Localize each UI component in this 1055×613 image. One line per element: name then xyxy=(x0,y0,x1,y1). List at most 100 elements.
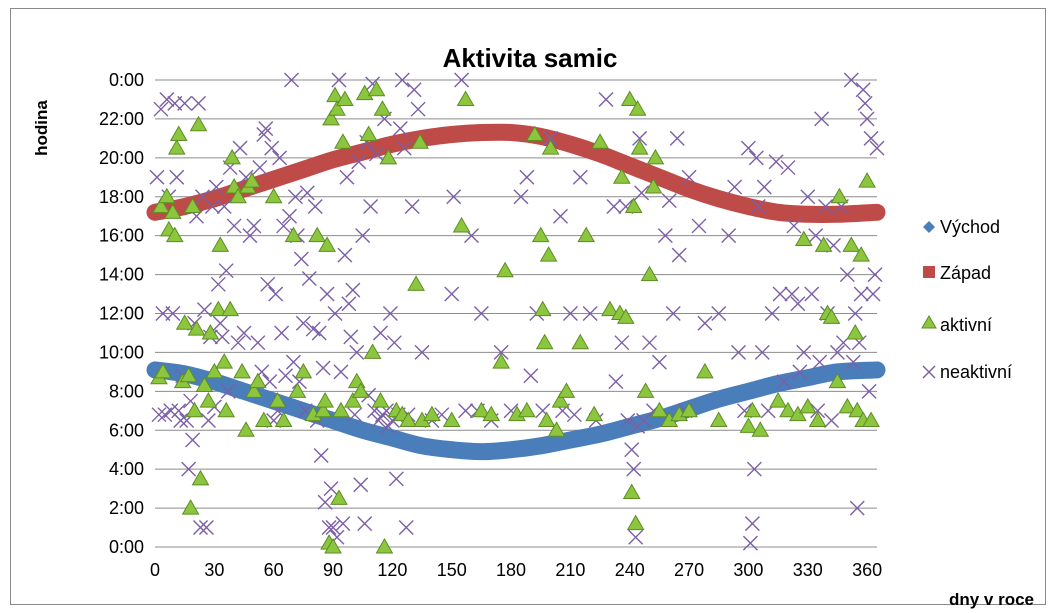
active-point xyxy=(518,401,536,418)
inactive-point xyxy=(386,335,402,351)
inactive-point xyxy=(843,72,859,88)
inactive-point xyxy=(301,270,317,286)
inactive-point xyxy=(232,140,248,156)
inactive-point xyxy=(311,325,327,341)
active-point xyxy=(751,421,770,437)
inactive-point xyxy=(754,344,770,360)
active-point xyxy=(646,148,665,165)
active-point xyxy=(167,139,186,155)
inactive-point xyxy=(258,121,274,137)
y-tick-label: 2:00 xyxy=(109,498,144,518)
active-point xyxy=(209,300,228,317)
inactive-point xyxy=(406,82,422,98)
active-point xyxy=(199,392,218,408)
legend-label-zapad: Západ xyxy=(940,263,991,283)
inactive-point xyxy=(214,329,230,345)
active-point xyxy=(308,226,327,243)
inactive-point xyxy=(351,154,367,170)
x-tick-label: 360 xyxy=(852,560,882,580)
active-point xyxy=(680,401,698,418)
x-tick-label: 270 xyxy=(674,560,704,580)
active-point xyxy=(533,300,552,317)
inactive-point xyxy=(337,247,353,263)
inactive-point xyxy=(396,140,412,156)
inactive-point xyxy=(859,111,875,127)
legend-diamond-icon xyxy=(923,221,935,233)
inactive-point xyxy=(818,198,834,214)
inactive-point xyxy=(355,228,371,244)
active-point xyxy=(294,362,313,379)
active-point xyxy=(318,236,336,252)
inactive-point xyxy=(620,413,636,429)
active-point xyxy=(379,148,398,165)
inactive-point xyxy=(671,247,687,263)
inactive-point xyxy=(333,364,349,380)
active-point xyxy=(640,265,659,282)
active-point xyxy=(243,172,261,188)
active-point xyxy=(189,115,208,132)
active-point xyxy=(472,401,491,418)
active-point xyxy=(525,125,544,141)
active-point xyxy=(211,236,230,252)
active-point xyxy=(332,401,350,418)
active-point xyxy=(175,314,194,330)
inactive-point xyxy=(523,368,539,384)
sunset-curve xyxy=(146,123,886,224)
active-point xyxy=(181,499,200,515)
inactive-point xyxy=(731,344,747,360)
active-point xyxy=(233,362,251,379)
active-point xyxy=(268,392,287,408)
active-point xyxy=(848,401,867,418)
active-point xyxy=(245,382,263,398)
inactive-point xyxy=(849,500,865,516)
inactive-point xyxy=(855,82,871,98)
active-point xyxy=(274,411,293,428)
inactive-point xyxy=(260,276,276,292)
active-point xyxy=(808,411,827,428)
inactive-point xyxy=(287,189,303,205)
inactive-point xyxy=(343,329,359,345)
inactive-point xyxy=(313,448,329,464)
legend-x-icon xyxy=(922,365,936,379)
inactive-point xyxy=(276,218,292,234)
inactive-point xyxy=(165,306,181,321)
inactive-point xyxy=(776,374,792,390)
inactive-point xyxy=(608,374,624,390)
active-point xyxy=(179,366,198,383)
legend-square-icon xyxy=(923,266,935,278)
inactive-point xyxy=(414,344,430,360)
inactive-point xyxy=(566,407,582,423)
active-point xyxy=(363,343,382,359)
grid-layer xyxy=(155,79,877,548)
active-point xyxy=(789,405,807,422)
active-point xyxy=(185,401,204,418)
inactive-point xyxy=(598,91,614,107)
inactive-point xyxy=(388,471,404,487)
inactive-point xyxy=(727,179,743,195)
inactive-point xyxy=(264,140,280,156)
inactive-point xyxy=(513,189,529,205)
inactive-point xyxy=(299,185,315,201)
inactive-point xyxy=(473,306,489,321)
y-tick-label: 8:00 xyxy=(109,381,144,401)
inactive-point xyxy=(553,208,569,224)
inactive-point xyxy=(347,407,363,423)
inactive-point xyxy=(800,189,816,205)
active-point xyxy=(201,323,220,340)
inactive-point xyxy=(756,179,772,195)
active-point xyxy=(779,401,797,418)
inactive-point xyxy=(582,306,598,321)
inactive-point xyxy=(208,179,224,195)
active-point xyxy=(591,133,609,149)
inactive-point xyxy=(651,354,667,370)
active-point xyxy=(709,411,728,428)
active-point xyxy=(165,226,184,243)
legend-triangle-icon xyxy=(921,315,937,329)
inactive-point xyxy=(804,286,820,302)
inactive-point xyxy=(212,315,228,331)
active-point xyxy=(696,362,714,379)
inactive-point xyxy=(863,130,879,146)
y-tick-label: 4:00 xyxy=(109,459,144,479)
active-point xyxy=(601,300,619,317)
